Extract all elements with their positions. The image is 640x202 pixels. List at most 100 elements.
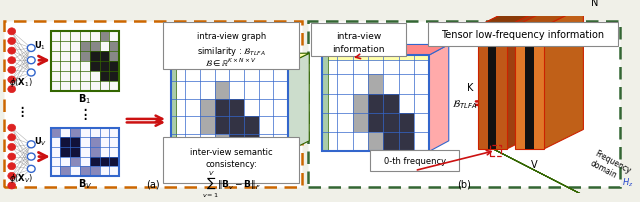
Bar	[229, 117, 244, 134]
Text: ·: ·	[19, 103, 24, 121]
Bar	[214, 99, 229, 117]
Bar	[478, 27, 508, 149]
Bar	[515, 27, 545, 149]
Bar	[51, 128, 119, 176]
Text: ·: ·	[19, 108, 24, 126]
Bar	[99, 62, 109, 72]
Bar	[353, 113, 368, 132]
Bar	[383, 132, 399, 152]
Bar	[322, 56, 429, 61]
Bar	[368, 75, 383, 94]
Polygon shape	[171, 54, 309, 64]
Bar	[171, 64, 288, 152]
Bar	[229, 99, 244, 117]
Text: V: V	[531, 159, 538, 169]
Bar	[61, 166, 70, 176]
Text: (b): (b)	[458, 178, 471, 188]
Bar	[109, 42, 119, 52]
Circle shape	[8, 125, 15, 132]
Polygon shape	[288, 54, 309, 152]
Bar	[353, 94, 368, 113]
Bar	[61, 138, 70, 147]
Bar	[70, 157, 80, 166]
Bar	[99, 52, 109, 62]
Text: N: N	[591, 0, 598, 8]
FancyBboxPatch shape	[428, 23, 618, 47]
Text: 0-th frequency: 0-th frequency	[383, 157, 445, 166]
Bar	[244, 134, 259, 152]
Circle shape	[28, 165, 35, 173]
Bar	[90, 147, 99, 157]
Polygon shape	[322, 45, 449, 56]
Circle shape	[8, 182, 15, 189]
Bar	[368, 132, 383, 152]
Text: inter-view semantic
consistency:: inter-view semantic consistency:	[190, 147, 273, 169]
Circle shape	[8, 134, 15, 141]
Bar	[70, 128, 80, 138]
Circle shape	[8, 86, 15, 93]
Circle shape	[8, 38, 15, 45]
Bar	[322, 56, 328, 152]
Circle shape	[28, 57, 35, 64]
Text: $\mathbf{U}_V$: $\mathbf{U}_V$	[34, 135, 47, 147]
Bar	[80, 52, 90, 62]
Bar	[399, 132, 414, 152]
Bar	[109, 52, 119, 62]
Bar	[70, 147, 80, 157]
Bar	[399, 113, 414, 132]
Bar	[90, 138, 99, 147]
Text: $\mathcal{B}_{TLFA}$: $\mathcal{B}_{TLFA}$	[452, 97, 477, 110]
Text: $\sum_{v=1}^{V}\|\mathbf{B}_v - \mathbf{B}\|_F$: $\sum_{v=1}^{V}\|\mathbf{B}_v - \mathbf{…	[202, 169, 260, 199]
Text: ·: ·	[83, 110, 88, 128]
Bar	[525, 27, 534, 149]
Bar	[214, 134, 229, 152]
Text: similarity : $\mathcal{B}_{TLFA}$: similarity : $\mathcal{B}_{TLFA}$	[197, 44, 266, 57]
Bar	[200, 99, 214, 117]
Text: (a): (a)	[147, 178, 160, 188]
Bar	[90, 157, 99, 166]
Polygon shape	[429, 45, 449, 152]
Text: $\mathbf{B}_1$: $\mathbf{B}_1$	[78, 92, 92, 105]
Bar	[368, 113, 383, 132]
Bar	[109, 62, 119, 72]
Bar	[368, 94, 383, 113]
Text: ·: ·	[83, 102, 88, 120]
Text: $\mathcal{B} \in \mathbb{R}^{K\times N\times V}$: $\mathcal{B} \in \mathbb{R}^{K\times N\t…	[205, 57, 257, 69]
Text: $\phi(\mathbf{X}_V)$: $\phi(\mathbf{X}_V)$	[9, 171, 33, 184]
Circle shape	[28, 70, 35, 77]
Bar	[200, 117, 214, 134]
Circle shape	[8, 57, 15, 64]
Circle shape	[28, 45, 35, 52]
Text: $H_z$: $H_z$	[623, 176, 634, 188]
FancyBboxPatch shape	[163, 138, 300, 183]
Bar	[214, 82, 229, 99]
Text: Tensor low-frequency information: Tensor low-frequency information	[442, 30, 604, 40]
Circle shape	[28, 141, 35, 148]
Text: $\phi(\mathbf{X}_1)$: $\phi(\mathbf{X}_1)$	[9, 76, 33, 88]
Circle shape	[8, 153, 15, 160]
Circle shape	[8, 29, 15, 36]
FancyBboxPatch shape	[370, 151, 460, 172]
Bar	[214, 117, 229, 134]
Text: $\mathbf{B}_V$: $\mathbf{B}_V$	[77, 176, 92, 190]
Bar	[61, 147, 70, 157]
Text: $\mathbf{U}_1$: $\mathbf{U}_1$	[34, 39, 46, 51]
Bar	[109, 72, 119, 82]
Bar	[90, 166, 99, 176]
Bar	[51, 32, 119, 92]
Bar	[383, 113, 399, 132]
Bar	[171, 64, 175, 152]
FancyBboxPatch shape	[311, 24, 406, 57]
Bar	[90, 62, 99, 72]
Bar	[244, 117, 259, 134]
Polygon shape	[478, 8, 584, 27]
Text: K: K	[467, 83, 473, 93]
Circle shape	[8, 77, 15, 84]
Bar	[90, 42, 99, 52]
Text: information: information	[332, 44, 385, 53]
Bar	[80, 166, 90, 176]
Bar	[4, 22, 303, 187]
Circle shape	[8, 67, 15, 74]
Text: Frequency
domain: Frequency domain	[588, 148, 632, 184]
Bar	[490, 145, 502, 156]
